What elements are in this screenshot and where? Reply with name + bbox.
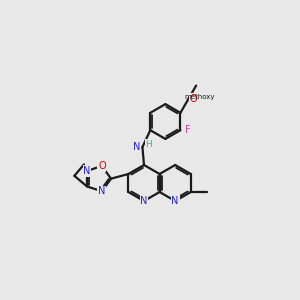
Text: O: O	[190, 94, 197, 103]
Text: methoxy: methoxy	[185, 94, 215, 100]
Text: N: N	[140, 196, 148, 206]
Text: N: N	[172, 196, 179, 206]
Text: N: N	[98, 186, 106, 196]
Text: H: H	[146, 140, 152, 148]
Text: N: N	[133, 142, 141, 152]
Text: N: N	[83, 166, 91, 176]
Text: O: O	[98, 161, 106, 171]
Text: F: F	[185, 125, 191, 135]
